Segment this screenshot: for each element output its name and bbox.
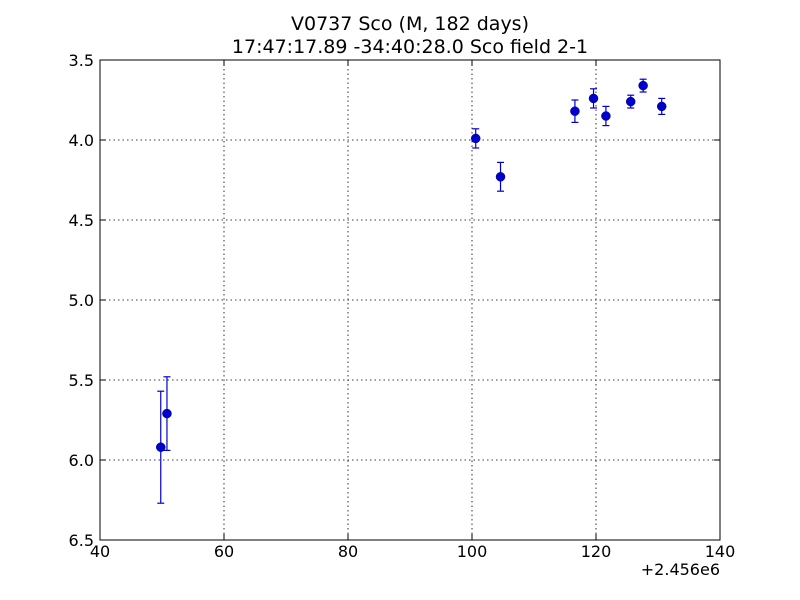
x-tick-label: 120 bbox=[581, 542, 612, 561]
chart-subtitle: 17:47:17.89 -34:40:28.0 Sco field 2-1 bbox=[232, 36, 588, 58]
x-axis-offset-label: +2.456e6 bbox=[641, 560, 720, 579]
y-tick-label: 4.0 bbox=[69, 131, 94, 150]
data-series bbox=[156, 78, 667, 504]
data-point bbox=[156, 442, 166, 452]
y-tick-label: 4.5 bbox=[69, 211, 94, 230]
x-tick-label: 100 bbox=[457, 542, 488, 561]
x-tick-label: 40 bbox=[90, 542, 110, 561]
data-point bbox=[570, 106, 580, 116]
x-tick-label: 80 bbox=[338, 542, 358, 561]
y-tick-label: 5.5 bbox=[69, 371, 94, 390]
x-tick-label: 60 bbox=[214, 542, 234, 561]
data-point bbox=[470, 133, 481, 144]
axes: 40 60 80 100 120 140 3.5 4.0 4.5 5.0 5.5 6.0 6.5 bbox=[69, 51, 736, 561]
data-point bbox=[638, 80, 648, 91]
data-point bbox=[162, 408, 172, 419]
y-tick-label: 5.0 bbox=[69, 291, 94, 310]
x-tick-label: 140 bbox=[705, 542, 736, 561]
y-tick-label: 3.5 bbox=[69, 51, 94, 70]
data-point bbox=[495, 172, 506, 182]
grid bbox=[100, 60, 720, 540]
data-point bbox=[625, 96, 636, 107]
data-point bbox=[656, 101, 667, 112]
data-point bbox=[588, 93, 599, 104]
data-point bbox=[601, 111, 611, 121]
chart-title: V0737 Sco (M, 182 days) bbox=[291, 13, 529, 35]
y-tick-label: 6.5 bbox=[69, 531, 94, 550]
y-tick-label: 6.0 bbox=[69, 451, 94, 470]
